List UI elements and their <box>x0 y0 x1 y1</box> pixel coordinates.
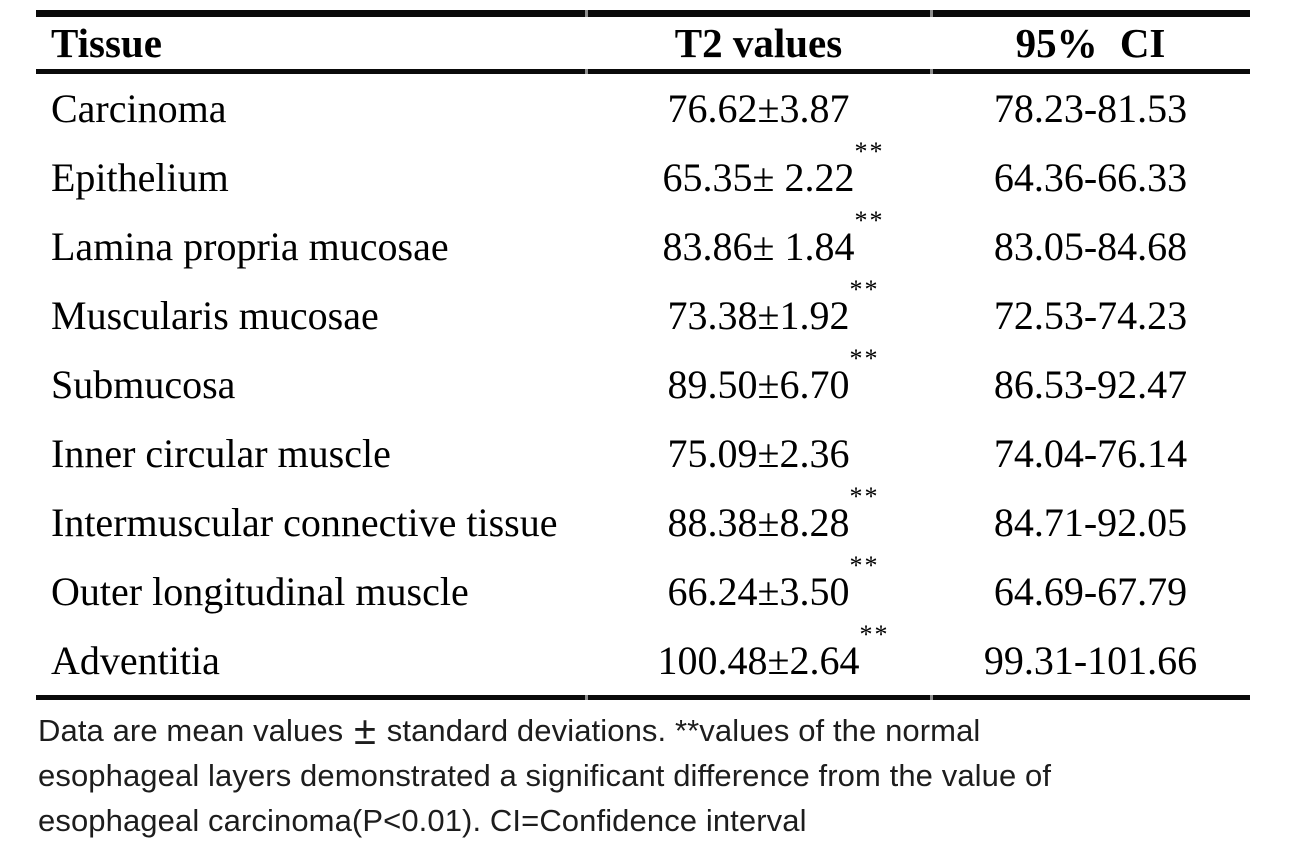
significance-marker: ** <box>854 137 885 166</box>
table-row: Intermuscular connective tissue 88.38±8.… <box>36 482 1250 557</box>
ci-value: 83.05-84.68 <box>993 224 1188 269</box>
t2-value-cell: 88.38±8.28 ** <box>586 482 931 546</box>
footnote-text: Data are mean values <box>38 713 352 748</box>
column-header-95-ci: 95% CI <box>1015 20 1166 66</box>
ci-value: 84.71-92.05 <box>993 500 1188 545</box>
table-row: Outer longitudinal muscle 66.24±3.50 ** 6… <box>36 551 1250 626</box>
column-seam <box>585 10 588 17</box>
table-footnote: Data are mean values ± standard deviatio… <box>38 708 1268 843</box>
table-body: Carcinoma 76.62±3.87 78.23-81.53 Epithel… <box>36 74 1250 695</box>
tissue-name: Outer longitudinal muscle <box>51 569 469 614</box>
column-seam <box>930 69 933 74</box>
table-header-rule <box>36 69 1250 74</box>
column-seam <box>930 695 933 700</box>
tissue-name: Inner circular muscle <box>51 431 391 476</box>
table-row: Inner circular muscle 75.09±2.36 74.04-7… <box>36 419 1250 488</box>
t2-value: 100.48±2.64 ** <box>657 620 890 683</box>
ci-value: 99.31-101.66 <box>983 638 1198 683</box>
table-row: Adventitia 100.48±2.64 ** 99.31-101.66 <box>36 620 1250 695</box>
footnote-line-1: Data are mean values ± standard deviatio… <box>38 708 1268 753</box>
table-row: Lamina propria mucosae 83.86± 1.84 ** 83.… <box>36 206 1250 281</box>
t2-value-cell: 83.86± 1.84 ** <box>586 206 931 270</box>
t2-value-cell: 66.24±3.50 ** <box>586 551 931 615</box>
t2-value-cell: 75.09±2.36 <box>586 430 931 477</box>
column-seam <box>930 10 933 17</box>
table-bottom-rule <box>36 695 1250 700</box>
ci-value: 78.23-81.53 <box>993 86 1188 131</box>
tissue-name: Intermuscular connective tissue <box>51 500 558 545</box>
t2-value-cell: 73.38±1.92 ** <box>586 275 931 339</box>
significance-marker: ** <box>849 275 880 304</box>
plus-minus-symbol: ± <box>354 709 377 753</box>
t2-value-cell: 65.35± 2.22 ** <box>586 137 931 201</box>
t2-value: 65.35± 2.22 ** <box>662 137 885 200</box>
column-seam <box>585 695 588 700</box>
column-header-t2-values: T2 values <box>674 20 843 66</box>
ci-value: 64.36-66.33 <box>993 155 1188 200</box>
table-header-row: Tissue T2 values 95% CI <box>36 17 1250 69</box>
significance-marker: ** <box>854 206 885 235</box>
t2-value-cell: 89.50±6.70 ** <box>586 344 931 408</box>
table-row: Carcinoma 76.62±3.87 78.23-81.53 <box>36 74 1250 143</box>
tissue-name: Lamina propria mucosae <box>51 224 449 269</box>
ci-value: 64.69-67.79 <box>993 569 1188 614</box>
table-row: Submucosa 89.50±6.70 ** 86.53-92.47 <box>36 344 1250 419</box>
t2-value: 73.38±1.92 ** <box>667 275 880 338</box>
t2-value: 89.50±6.70 ** <box>667 344 880 407</box>
footnote-text: standard deviations. **values of the nor… <box>378 713 981 748</box>
table-row: Epithelium 65.35± 2.22 ** 64.36-66.33 <box>36 137 1250 212</box>
t2-value: 83.86± 1.84 ** <box>662 206 885 269</box>
t2-value: 88.38±8.28 ** <box>667 482 880 545</box>
tissue-name: Submucosa <box>51 362 236 407</box>
footnote-line-3: esophageal carcinoma(P<0.01). CI=Confide… <box>38 803 807 838</box>
tissue-name: Carcinoma <box>51 86 227 131</box>
ci-value: 72.53-74.23 <box>993 293 1188 338</box>
t2-value-cell: 100.48±2.64 ** <box>586 620 931 684</box>
table-top-rule <box>36 10 1250 17</box>
tissue-name: Adventitia <box>51 638 220 683</box>
t2-value: 66.24±3.50 ** <box>667 551 880 614</box>
column-header-tissue: Tissue <box>51 20 162 66</box>
t2-values-table: Tissue T2 values 95% CI Carcinoma 76.62±… <box>36 10 1250 700</box>
significance-marker: ** <box>849 482 880 511</box>
table-row: Muscularis mucosae 73.38±1.92 ** 72.53-74… <box>36 275 1250 350</box>
footnote-line-2: esophageal layers demonstrated a signifi… <box>38 758 1052 793</box>
tissue-name: Epithelium <box>51 155 229 200</box>
tissue-name: Muscularis mucosae <box>51 293 379 338</box>
significance-marker: ** <box>849 551 880 580</box>
ci-value: 74.04-76.14 <box>993 431 1188 476</box>
t2-value: 75.09±2.36 <box>667 431 850 476</box>
ci-value: 86.53-92.47 <box>993 362 1188 407</box>
t2-value: 76.62±3.87 <box>667 86 850 131</box>
significance-marker: ** <box>859 620 890 649</box>
t2-value-cell: 76.62±3.87 <box>586 85 931 132</box>
significance-marker: ** <box>849 344 880 373</box>
column-seam <box>585 69 588 74</box>
